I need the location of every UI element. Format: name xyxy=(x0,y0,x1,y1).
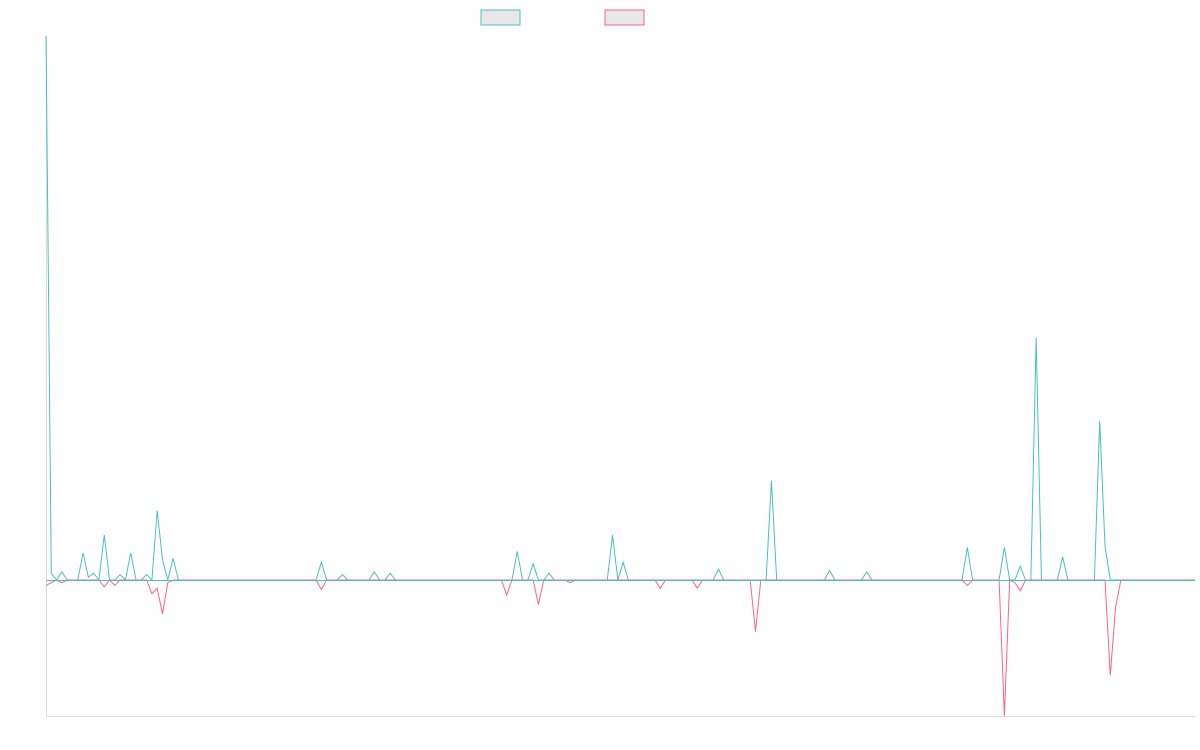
series-2-line xyxy=(45,579,1195,717)
series-layer xyxy=(45,35,1195,717)
legend-swatch-series-2[interactable] xyxy=(604,9,645,26)
legend-swatch-series-1[interactable] xyxy=(480,9,521,26)
series-1-line xyxy=(45,35,1195,582)
